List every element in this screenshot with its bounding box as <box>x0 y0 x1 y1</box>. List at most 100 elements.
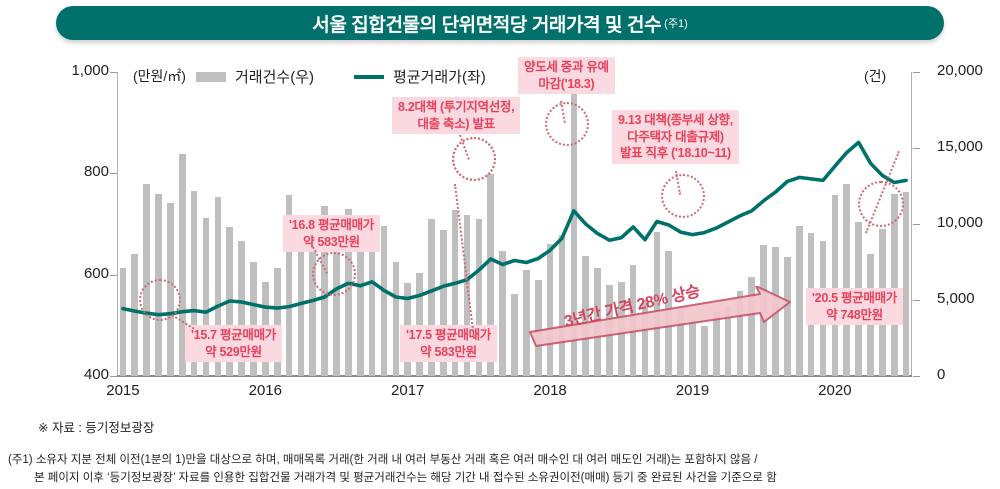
right-axis-tick: 20,000 <box>937 62 983 79</box>
bar <box>143 184 150 376</box>
growth-arrow: 3년간 가격 28% 상승 <box>528 283 828 348</box>
chart-title-banner: 서울 집합건물의 단위면적당 거래가격 및 건수 (주1) <box>56 6 944 40</box>
footnote-block: (주1) 소유자 지분 전체 이전(1분의 1)만을 대상으로 하며, 매매목록… <box>8 452 777 488</box>
bar <box>546 243 554 376</box>
bar <box>534 280 542 376</box>
bar <box>119 268 127 376</box>
bar <box>380 225 388 376</box>
bar <box>570 93 578 376</box>
bar <box>736 290 744 376</box>
callout-circle <box>312 252 356 296</box>
bar <box>368 228 376 376</box>
chart-legend: 거래건수(우) 평균거래가(좌) <box>196 66 486 87</box>
bar <box>285 195 293 376</box>
bar <box>653 231 661 376</box>
x-axis-tick: 2019 <box>675 382 710 399</box>
bar <box>558 234 566 376</box>
bar <box>345 208 352 376</box>
bar <box>309 217 317 376</box>
bar <box>428 219 435 376</box>
title-superscript: (주1) <box>664 18 688 30</box>
right-axis-tickmark <box>913 224 920 225</box>
callout-circle <box>545 102 589 146</box>
bar <box>475 219 483 376</box>
right-axis-tickmark <box>913 300 920 301</box>
bar <box>416 272 423 376</box>
left-axis-tick: 400 <box>83 366 109 383</box>
bar <box>724 306 732 376</box>
bar <box>131 254 139 376</box>
bar <box>677 307 684 376</box>
x-axis-tick: 2017 <box>391 382 425 399</box>
bar <box>439 230 447 376</box>
bar <box>511 293 518 376</box>
callout-circle <box>661 174 705 218</box>
bar <box>843 184 851 376</box>
bar <box>902 192 910 376</box>
x-axis-tick: 2020 <box>818 382 852 399</box>
line-series <box>121 140 908 317</box>
right-axis-tick: 10,000 <box>937 214 983 231</box>
legend-swatch-bars <box>196 71 226 82</box>
bar <box>582 255 589 376</box>
right-axis-tick: 0 <box>937 366 946 383</box>
bar <box>451 210 459 376</box>
x-axis-tick: 2018 <box>533 382 567 399</box>
bar <box>273 268 281 376</box>
note-8-2-policy: 8.2대책 (투기지역선정, 대출 축소) 발표 <box>392 97 521 134</box>
left-axis-tick: 600 <box>83 264 109 282</box>
note-2020-05: '20.5 평균매매가 약 748만원 <box>806 288 903 325</box>
bar <box>641 300 649 376</box>
right-axis-tick: 5,000 <box>937 290 975 307</box>
callout-circle <box>139 279 181 321</box>
left-axis-unit: (만원/㎡) <box>133 68 186 84</box>
bar <box>190 190 198 376</box>
bar <box>178 154 186 376</box>
bar <box>238 240 245 376</box>
growth-arrow-shape <box>529 285 791 347</box>
bar <box>701 325 708 376</box>
note-9-13-policy: 9.13 대책(종부세 상향, 다주택자 대출규제) 발표 직후 ('18.10… <box>612 110 739 164</box>
source-note: ※ 자료 : 등기정보광장 <box>38 421 155 435</box>
left-axis-tickmark <box>110 376 117 377</box>
bar <box>795 225 803 376</box>
right-axis-unit: (건) <box>864 68 887 84</box>
left-axis-line <box>117 72 118 376</box>
bar <box>523 269 530 376</box>
bar <box>392 262 400 376</box>
bar <box>297 222 305 376</box>
bottom-axis-line <box>117 375 912 377</box>
bar <box>499 251 506 376</box>
right-axis-tickmark <box>913 376 920 377</box>
bar <box>214 196 222 376</box>
bar <box>487 173 495 376</box>
bar <box>784 257 791 376</box>
bar <box>202 217 210 376</box>
legend-label-line: 평균거래가(좌) <box>393 69 486 86</box>
legend-swatch-line <box>354 74 384 79</box>
bar <box>689 321 696 376</box>
left-axis-tickmark <box>110 173 117 175</box>
note-2017-05: '17.5 평균매매가 약 583만원 <box>400 325 497 362</box>
bar <box>463 214 471 376</box>
left-axis-tick: 1,000 <box>71 62 109 79</box>
note-2016-08: '16.8 평균매매가 약 583만원 <box>283 215 380 252</box>
footnote-line-2: 본 페이지 이후 ‘등기정보광장’ 자료를 인용한 집합건물 거래가격 및 평균… <box>34 471 777 484</box>
bar <box>356 230 364 376</box>
footnote-line-1: (주1) 소유자 지분 전체 이전(1분의 1)만을 대상으로 하며, 매매목록… <box>8 454 758 466</box>
right-axis-tick: 15,000 <box>937 138 983 155</box>
note-transfer-tax: 양도세 중과 유예 마감('18.3) <box>518 57 615 94</box>
bar <box>831 195 839 376</box>
page-title: 서울 집합건물의 단위면적당 거래가격 및 건수 <box>312 14 662 36</box>
left-axis-tickmark <box>110 274 117 276</box>
right-axis-tickmark <box>913 72 920 73</box>
bar <box>712 312 720 376</box>
callout-circle <box>858 181 904 227</box>
bar <box>890 193 898 376</box>
note-2015-07: '15.7 평균매매가 약 529만원 <box>185 325 282 362</box>
x-axis-tick: 2015 <box>106 382 140 399</box>
bar <box>250 262 257 376</box>
left-axis-tickmark <box>110 72 117 73</box>
bar <box>333 222 340 376</box>
x-axis-tick: 2016 <box>248 382 282 399</box>
